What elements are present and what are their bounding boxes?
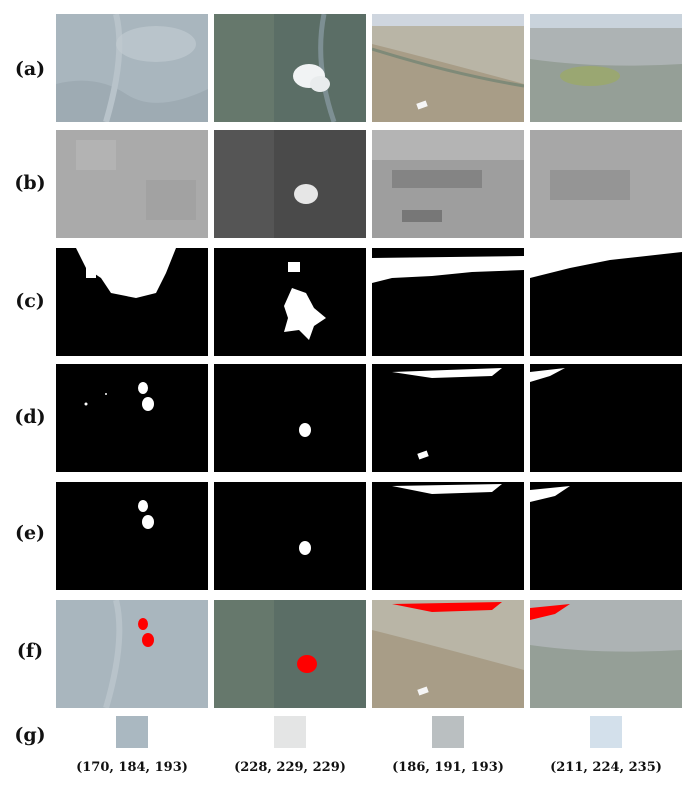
- row-label-g: (g): [14, 724, 46, 746]
- mask-c3: [372, 248, 524, 356]
- mask-d4: [530, 364, 682, 472]
- mask-d3: [372, 364, 524, 472]
- rgb-label-4: (211, 224, 235): [550, 760, 662, 775]
- image-a4-hills: [530, 14, 682, 122]
- image-b3: [372, 130, 524, 238]
- mask-e3: [372, 482, 524, 590]
- image-a1-hazy-city: [56, 14, 208, 122]
- mask-c1: [56, 248, 208, 356]
- image-b4: [530, 130, 682, 238]
- image-a2-city-cloud: [214, 14, 366, 122]
- color-swatch-3: [432, 716, 464, 748]
- rgb-label-3: (186, 191, 193): [392, 760, 504, 775]
- rgb-label-2: (228, 229, 229): [234, 760, 346, 775]
- rgb-label-1: (170, 184, 193): [76, 760, 188, 775]
- overlay-f2: [214, 600, 366, 708]
- image-b2: [214, 130, 366, 238]
- image-a3-landscape: [372, 14, 524, 122]
- row-label-b: (b): [14, 172, 46, 194]
- image-b1: [56, 130, 208, 238]
- row-label-d: (d): [14, 406, 46, 428]
- row-label-c: (c): [15, 290, 45, 312]
- mask-c4: [530, 248, 682, 356]
- color-swatch-1: [116, 716, 148, 748]
- mask-e2: [214, 482, 366, 590]
- mask-d1: [56, 364, 208, 472]
- mask-c2: [214, 248, 366, 356]
- overlay-f1: [56, 600, 208, 708]
- row-label-e: (e): [14, 522, 46, 544]
- color-swatch-4: [590, 716, 622, 748]
- mask-e4: [530, 482, 682, 590]
- row-label-f: (f): [16, 640, 44, 662]
- mask-d2: [214, 364, 366, 472]
- row-label-a: (a): [14, 58, 46, 80]
- overlay-f4: [530, 600, 682, 708]
- overlay-f3: [372, 600, 524, 708]
- mask-e1: [56, 482, 208, 590]
- color-swatch-2: [274, 716, 306, 748]
